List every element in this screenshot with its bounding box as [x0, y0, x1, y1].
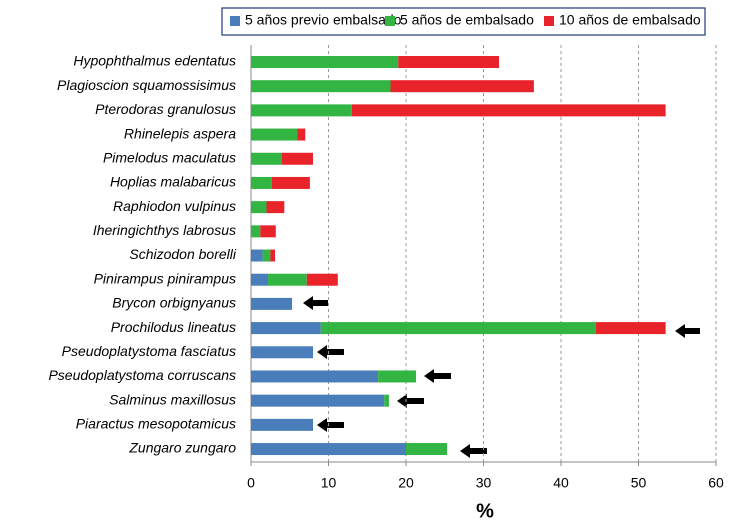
legend-swatch	[230, 16, 240, 26]
bar-segment	[251, 443, 406, 456]
bar-segment	[266, 201, 285, 214]
bar-segment	[251, 322, 321, 335]
legend-label: 5 años de embalsado	[400, 12, 534, 28]
bar-segment	[251, 394, 385, 407]
y-tick-label: Prochilodus lineatus	[111, 319, 236, 335]
x-tick-label: 40	[553, 475, 569, 491]
y-tick-label: Zungaro zungaro	[128, 440, 236, 456]
y-tick-label: Raphiodon vulpinus	[113, 198, 236, 214]
bar-segment	[251, 176, 272, 189]
bar-segment	[251, 201, 267, 214]
y-tick-label: Salminus maxillosus	[109, 391, 236, 407]
x-tick-label: 50	[631, 475, 647, 491]
bar-segment	[268, 273, 307, 286]
bar-segment	[251, 297, 293, 310]
x-tick-label: 10	[321, 475, 337, 491]
arrow	[460, 444, 487, 458]
y-tick-label: Pterodoras granulosus	[95, 101, 236, 117]
y-tick-label: Piaractus mesopotamicus	[76, 416, 236, 432]
bar-segment	[282, 152, 313, 165]
arrow	[303, 296, 328, 310]
legend-swatch	[544, 16, 554, 26]
y-tick-label: Rhinelepis aspera	[124, 125, 236, 141]
legend-box	[221, 7, 706, 36]
arrow	[317, 418, 344, 432]
y-tick-label: Hypophthalmus edentatus	[73, 53, 236, 69]
bar-segment	[378, 370, 417, 383]
bar-segment	[398, 56, 499, 68]
bar-segment	[251, 128, 298, 141]
bar-segment	[251, 225, 261, 238]
bar-segment	[406, 443, 448, 456]
legend-swatch	[385, 16, 395, 26]
bar-segment	[270, 249, 276, 262]
bar-segment	[297, 128, 306, 141]
legend-label: 5 años previo embalsado	[245, 12, 402, 28]
bar-segment	[306, 273, 338, 286]
bar-segment	[251, 152, 282, 165]
x-axis-label: %	[476, 500, 494, 522]
y-tick-label: Brycon orbignyanus	[112, 295, 236, 311]
y-tick-label: Pseudoplatystoma corruscans	[48, 367, 236, 383]
bar-segment	[595, 322, 666, 335]
bar-segment	[251, 56, 399, 68]
bar-segment	[251, 346, 313, 359]
bar-segment	[390, 80, 534, 93]
bar-segment	[251, 80, 391, 93]
y-tick-label: Pseudoplatystoma fasciatus	[62, 343, 236, 359]
bar-segment	[251, 418, 313, 431]
arrow	[317, 345, 344, 359]
y-tick-label: Iheringichthys labrosus	[93, 222, 236, 238]
bar-segment	[320, 322, 596, 335]
bar-segment	[251, 370, 379, 383]
y-tick-label: Schizodon borelli	[129, 246, 237, 262]
bar-segment	[251, 249, 263, 262]
y-tick-label: Pimelodus maculatus	[103, 149, 236, 165]
bar-segment	[251, 104, 352, 117]
y-tick-label: Hoplias malabaricus	[110, 174, 236, 190]
bar-segment	[271, 176, 310, 189]
y-tick-label: Plagioscion squamossisimus	[57, 77, 236, 93]
legend-label: 10 años de embalsado	[559, 12, 701, 28]
arrow	[675, 324, 700, 338]
bar-segment	[384, 394, 389, 407]
bar-segment	[260, 225, 276, 238]
arrow	[397, 394, 424, 408]
x-tick-label: 30	[476, 475, 492, 491]
x-tick-label: 60	[708, 475, 724, 491]
bar-segment	[262, 249, 271, 262]
y-tick-label: Pinirampus pinirampus	[94, 270, 236, 286]
arrows	[303, 296, 700, 458]
x-tick-label: 20	[398, 475, 414, 491]
x-tick-label: 0	[247, 475, 255, 491]
bar-segment	[251, 273, 269, 286]
arrow	[424, 369, 451, 383]
bar-segment	[351, 104, 666, 117]
